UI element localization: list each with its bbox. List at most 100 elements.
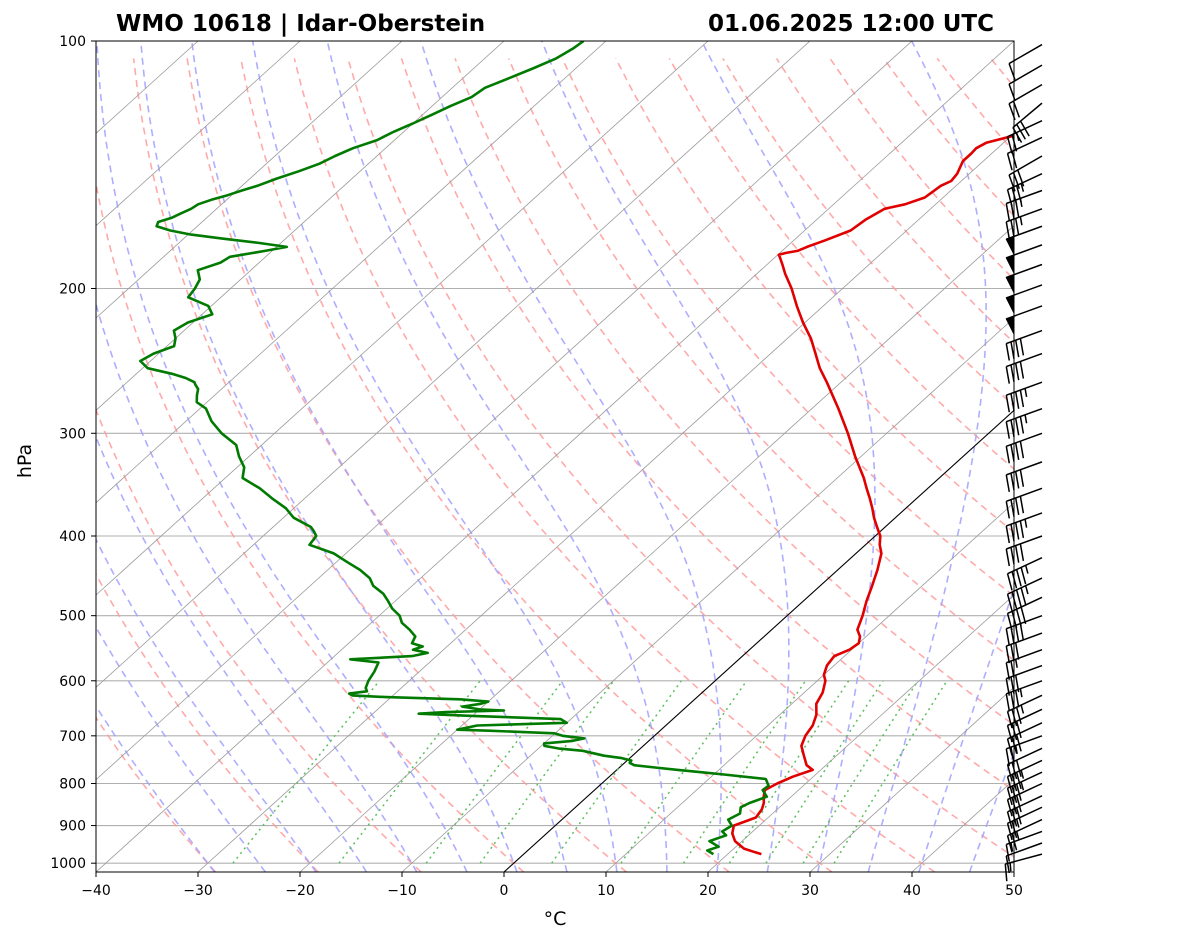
isotherm [96,41,505,411]
plot-frame [95,40,1015,873]
y-tick-label: 400 [59,529,86,545]
wind-barb [1006,759,1043,794]
isotherm [96,41,913,781]
moist-adiabat [96,704,216,872]
dry-adiabat [293,58,936,872]
moist-adiabat [326,41,668,872]
wind-barb [1005,407,1043,439]
wind-barb [1005,512,1043,544]
dry-adiabat [400,58,1014,792]
y-tick-label: 700 [59,729,86,745]
wind-barb [1005,649,1043,680]
wind-barb [1005,680,1043,711]
dry-adiabat [239,58,833,872]
y-tick-label: 200 [59,282,86,298]
moist-adiabat [968,749,1014,872]
isotherm [809,686,1014,872]
x-tick-label: −30 [183,883,213,899]
moist-adiabat [918,586,1014,872]
y-tick-label: 900 [59,819,86,835]
dry-adiabat [186,58,730,872]
isotherm [605,502,1014,872]
wind-barb [1005,535,1043,567]
wind-barb [1005,664,1043,696]
x-tick-label: 10 [597,883,615,899]
x-tick-label: 40 [903,883,921,899]
isotherms [96,41,1014,872]
wind-barb [1006,818,1043,853]
dry-adiabat [668,58,1014,471]
wind-barb [1005,842,1043,874]
moist-adiabat [700,41,876,872]
mixing-ratio-line [232,680,380,864]
wind-barb [1006,782,1043,817]
x-tick-label: 0 [500,883,509,899]
wind-barb [1006,136,1043,171]
wind-barb [1006,747,1043,782]
wind-barb [1005,735,1043,766]
y-tick-label: 100 [59,34,86,50]
wind-barb [1005,614,1043,646]
wind-barb [1006,806,1043,841]
y-axis: 100 200 300 400 500 600 700 800 900 1000 [50,34,96,872]
wind-barb [1005,432,1043,464]
moist-adiabat [96,301,418,872]
y-tick-label: 600 [59,674,86,690]
wind-barb [1006,722,1043,756]
x-tick-label: 30 [801,883,819,899]
y-axis-label: hPa [14,444,36,478]
wind-barb [1008,64,1043,101]
x-tick-label: −10 [387,883,417,899]
moist-adiabats [96,41,1014,872]
wind-barb [1005,244,1043,274]
wind-barb [1005,381,1043,413]
isotherm [96,41,607,504]
x-tick-label: 20 [699,883,717,899]
x-axis: −40 −30 −20 −10 0 10 20 30 40 50 [81,872,1023,899]
dry-adiabat [96,716,217,872]
wind-barb [1005,208,1043,239]
chart-title-time: 01.06.2025 12:00 UTC [708,11,994,37]
isotherm [96,41,709,596]
wind-barb [1008,155,1043,192]
isotherm-zero [503,409,1014,872]
wind-barb [1005,225,1043,255]
isotherm [96,41,301,227]
wind-barb [1005,352,1043,384]
x-axis-label: °C [544,908,567,930]
wind-barb [1005,329,1043,361]
wind-barbs [1004,43,1043,882]
moist-adiabat [420,41,722,872]
dry-adiabat [347,58,1014,858]
wind-barb [1006,708,1043,743]
isotherm [299,225,1014,872]
moist-adiabat [541,41,790,872]
isotherm [707,594,1014,872]
wind-barb [1006,771,1043,806]
mixing-ratio-line [620,680,748,864]
wind-barb [1012,102,1043,143]
isotherm [96,41,1014,872]
wind-barb [1006,577,1043,611]
dry-adiabat [132,58,627,872]
wind-barb [1005,305,1043,335]
isotherm [197,132,1014,872]
wind-barb [1006,556,1043,591]
moist-adiabat [191,41,568,872]
y-tick-label: 300 [59,426,86,442]
mixing-ratio-line [479,680,615,864]
wind-barb [1005,263,1043,294]
dry-adiabat [722,57,1014,407]
isotherm [96,41,403,319]
moist-adiabat [96,625,267,872]
dewpoint-profile [139,41,770,856]
dry-adiabat [96,179,525,872]
y-tick-label: 800 [59,777,86,793]
wind-barb [1005,461,1043,492]
dry-adiabat [507,58,1014,662]
wind-barb [1005,487,1043,519]
x-tick-label: 50 [1005,883,1023,899]
temperature-profile [731,134,1014,856]
mixing-ratio-line [338,680,481,864]
x-tick-label: −40 [81,883,111,899]
